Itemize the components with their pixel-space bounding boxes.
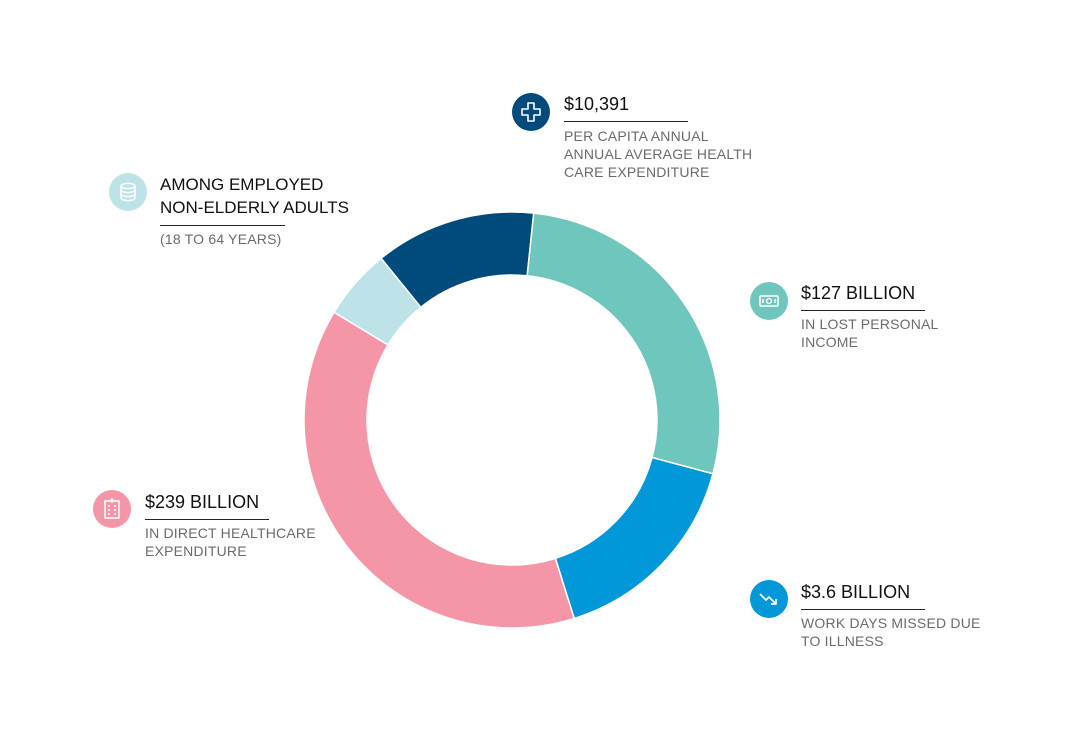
banknote-icon (750, 282, 788, 320)
direct-healthcare-line-2: EXPENDITURE (145, 543, 247, 559)
employed-heading-line-1: AMONG EMPLOYED (160, 175, 324, 194)
per-capita-value: $10,391 (564, 94, 688, 122)
per-capita-line-2: ANNUAL AVERAGE HEALTH (564, 146, 753, 162)
per-capita-line-3: CARE EXPENDITURE (564, 164, 710, 180)
employed-age-range: (18 TO 64 YEARS) (160, 231, 282, 247)
donut-slice-2 (554, 456, 714, 620)
coins-stack-icon (109, 173, 147, 211)
work-days-line-1: WORK DAYS MISSED DUE (801, 615, 981, 631)
employed-heading-line-2: NON-ELDERLY ADULTS (160, 198, 349, 217)
donut-slice-1 (526, 212, 721, 475)
hospital-icon (93, 490, 131, 528)
per-capita-line-1: PER CAPITA ANNUAL (564, 128, 709, 144)
trend-down-icon (750, 580, 788, 618)
donut-slice-3 (303, 311, 576, 629)
work-days-value: $3.6 BILLION (801, 582, 925, 610)
employed-heading: AMONG EMPLOYED NON-ELDERLY ADULTS (160, 173, 349, 226)
lost-income-value: $127 BILLION (801, 283, 925, 311)
lost-income-line-1: IN LOST PERSONAL (801, 316, 939, 332)
donut-slice-4 (333, 257, 422, 346)
lost-income-line-2: INCOME (801, 334, 859, 350)
direct-healthcare-value: $239 BILLION (145, 492, 269, 520)
direct-healthcare-line-1: IN DIRECT HEALTHCARE (145, 525, 316, 541)
work-days-line-2: TO ILLNESS (801, 633, 884, 649)
medical-cross-icon (512, 93, 550, 131)
